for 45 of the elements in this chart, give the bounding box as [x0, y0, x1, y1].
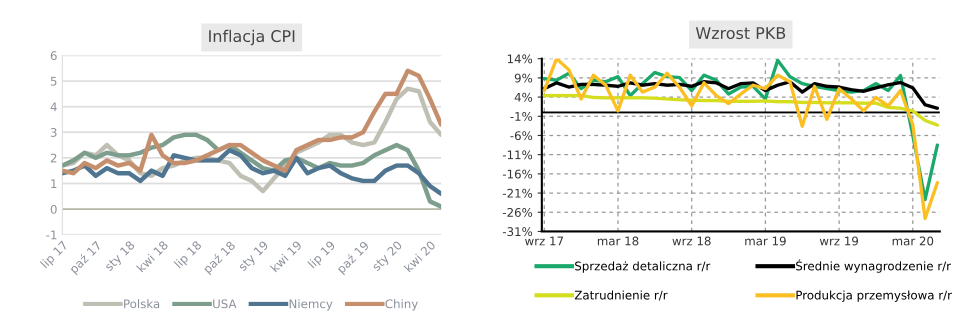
- x-tick-label: sty 19: [238, 240, 270, 274]
- x-tick-label: kwi 19: [270, 240, 302, 273]
- y-tick-label: 3: [50, 128, 57, 137]
- x-tick-label: mar 18: [598, 236, 638, 246]
- x-tick-label: wrz 17: [525, 236, 564, 246]
- x-tick-label: sty 18: [104, 240, 137, 274]
- legend-label: Sprzedaż detaliczna r/r: [575, 261, 710, 273]
- x-tick-label: lip 19: [307, 240, 338, 270]
- y-tick-label: -1: [46, 230, 56, 240]
- chart-title: Inflacja CPI: [209, 30, 294, 46]
- y-tick-label: -31%: [502, 227, 532, 236]
- x-tick-label: lip 17: [40, 240, 70, 270]
- legend-label: Polska: [124, 299, 160, 308]
- legend-label: USA: [213, 299, 236, 308]
- y-tick-label: 4%: [514, 92, 532, 102]
- x-tick-label: wrz 18: [672, 236, 711, 246]
- x-tick-label: lip 18: [174, 240, 204, 270]
- y-tick-label: 9%: [514, 74, 532, 83]
- legend-label: Niemcy: [290, 299, 333, 311]
- y-tick-label: 14%: [508, 54, 532, 64]
- legend-label: Chiny: [385, 299, 418, 311]
- y-tick-label: 5: [50, 76, 56, 86]
- x-tick-label: mar 20: [892, 236, 934, 246]
- legend-label: Zatrudnienie r/r: [574, 290, 668, 301]
- line-series: [62, 148, 442, 196]
- legend-label: Produkcja przemysłowa r/r: [796, 290, 952, 302]
- line-series: [62, 68, 442, 176]
- y-tick-label: 4: [50, 102, 57, 112]
- y-tick-label: -16%: [502, 170, 532, 179]
- y-tick-label: -11%: [502, 150, 532, 160]
- y-tick-label: -6%: [510, 131, 532, 140]
- legend-label: Średnie wynagrodzenie r/r: [796, 259, 952, 273]
- y-tick-label: 6: [50, 51, 57, 60]
- x-tick-label: kwi 20: [404, 240, 436, 273]
- x-tick-label: kwi 18: [136, 240, 168, 273]
- y-tick-label: -21%: [502, 188, 532, 198]
- x-tick-label: sty 20: [371, 240, 404, 274]
- y-tick-label: -1%: [510, 112, 532, 121]
- y-tick-label: 1: [51, 179, 56, 188]
- x-tick-label: wrz 19: [820, 236, 858, 246]
- y-tick-label: -26%: [502, 208, 532, 217]
- y-tick-label: 0: [50, 204, 57, 214]
- chart-title: Wzrost PKB: [696, 27, 786, 40]
- x-tick-label: mar 19: [745, 236, 786, 246]
- y-tick-label: 2: [50, 154, 56, 162]
